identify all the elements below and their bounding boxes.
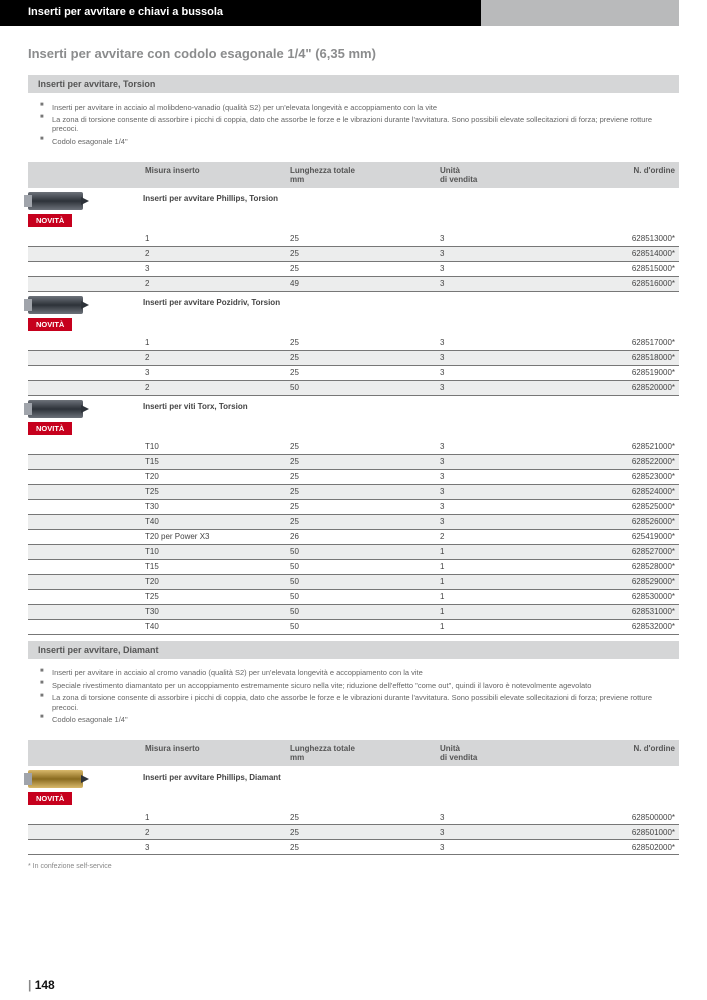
novita-badge: NOVITÀ [28,792,72,805]
col-size: Misura inserto [143,740,288,766]
group-title: Inserti per viti Torx, Torsion [143,402,679,411]
table-row: 3253628502000* [28,840,679,855]
bullet: Speciale rivestimento diamantato per un … [40,679,679,691]
catalog-table-torsion: Misura inserto Lunghezza totalemm Unitàd… [28,162,679,635]
bit-icon [28,400,83,418]
bullet: La zona di torsione consente di assorbir… [40,692,679,714]
novita-badge: NOVITÀ [28,318,72,331]
section-bar-diamant: Inserti per avvitare, Diamant [28,641,679,659]
table-row: 1253628500000* [28,810,679,825]
table-row: 2253628501000* [28,825,679,840]
novita-badge: NOVITÀ [28,214,72,227]
table-row: 3253628515000* [28,261,679,276]
table-row: 2253628514000* [28,246,679,261]
table-row: T40253628526000* [28,514,679,529]
page-header: Inserti per avvitare e chiavi a bussola [0,0,481,26]
bullet: Codolo esagonale 1/4" [40,713,679,725]
footnote: * In confezione self-service [28,863,679,870]
table-row: 2253628518000* [28,350,679,365]
table-row: T10501628527000* [28,544,679,559]
col-size: Misura inserto [143,162,288,188]
col-image [28,740,143,766]
table-row: 2503628520000* [28,380,679,395]
bullet: Codolo esagonale 1/4" [40,135,679,147]
table-row: T15501628528000* [28,559,679,574]
col-unit: Unitàdi vendita [438,162,568,188]
table-row: 2493628516000* [28,276,679,291]
table-row: T25253628524000* [28,484,679,499]
bullet: Inserti per avvitare in acciaio al cromo… [40,667,679,679]
section-bar-torsion: Inserti per avvitare, Torsion [28,75,679,93]
header-title: Inserti per avvitare e chiavi a bussola [28,6,223,20]
bullet: Inserti per avvitare in acciaio al molib… [40,101,679,113]
table-row: T40501628532000* [28,619,679,634]
bit-icon [28,296,83,314]
table-row: 3253628519000* [28,365,679,380]
group-title: Inserti per avvitare Pozidriv, Torsion [143,298,679,307]
diamant-bullets: Inserti per avvitare in acciaio al cromo… [40,667,679,726]
table-row: T30253628525000* [28,499,679,514]
table-row: T10253628521000* [28,440,679,455]
table-row: T30501628531000* [28,604,679,619]
table-row: T25501628530000* [28,589,679,604]
col-length: Lunghezza totalemm [288,740,438,766]
table-row: T20501628529000* [28,574,679,589]
col-order: N. d'ordine [568,740,679,766]
col-image [28,162,143,188]
torsion-bullets: Inserti per avvitare in acciaio al molib… [40,101,679,148]
table-row: T20253628523000* [28,469,679,484]
subtitle: Inserti per avvitare con codolo esagonal… [28,46,679,61]
header-spacer [481,0,679,26]
page-number: | 148 [28,978,55,992]
table-row: 1253628517000* [28,336,679,351]
table-row: T15253628522000* [28,454,679,469]
bullet: La zona di torsione consente di assorbir… [40,113,679,135]
col-order: N. d'ordine [568,162,679,188]
bit-icon [28,192,83,210]
table-row: 1253628513000* [28,232,679,247]
group-title: Inserti per avvitare Phillips, Diamant [143,773,679,782]
table-row: T20 per Power X3262625419000* [28,529,679,544]
col-length: Lunghezza totalemm [288,162,438,188]
catalog-table-diamant: Misura inserto Lunghezza totalemm Unitàd… [28,740,679,855]
bit-icon [28,770,83,788]
col-unit: Unitàdi vendita [438,740,568,766]
novita-badge: NOVITÀ [28,422,72,435]
group-title: Inserti per avvitare Phillips, Torsion [143,194,679,203]
